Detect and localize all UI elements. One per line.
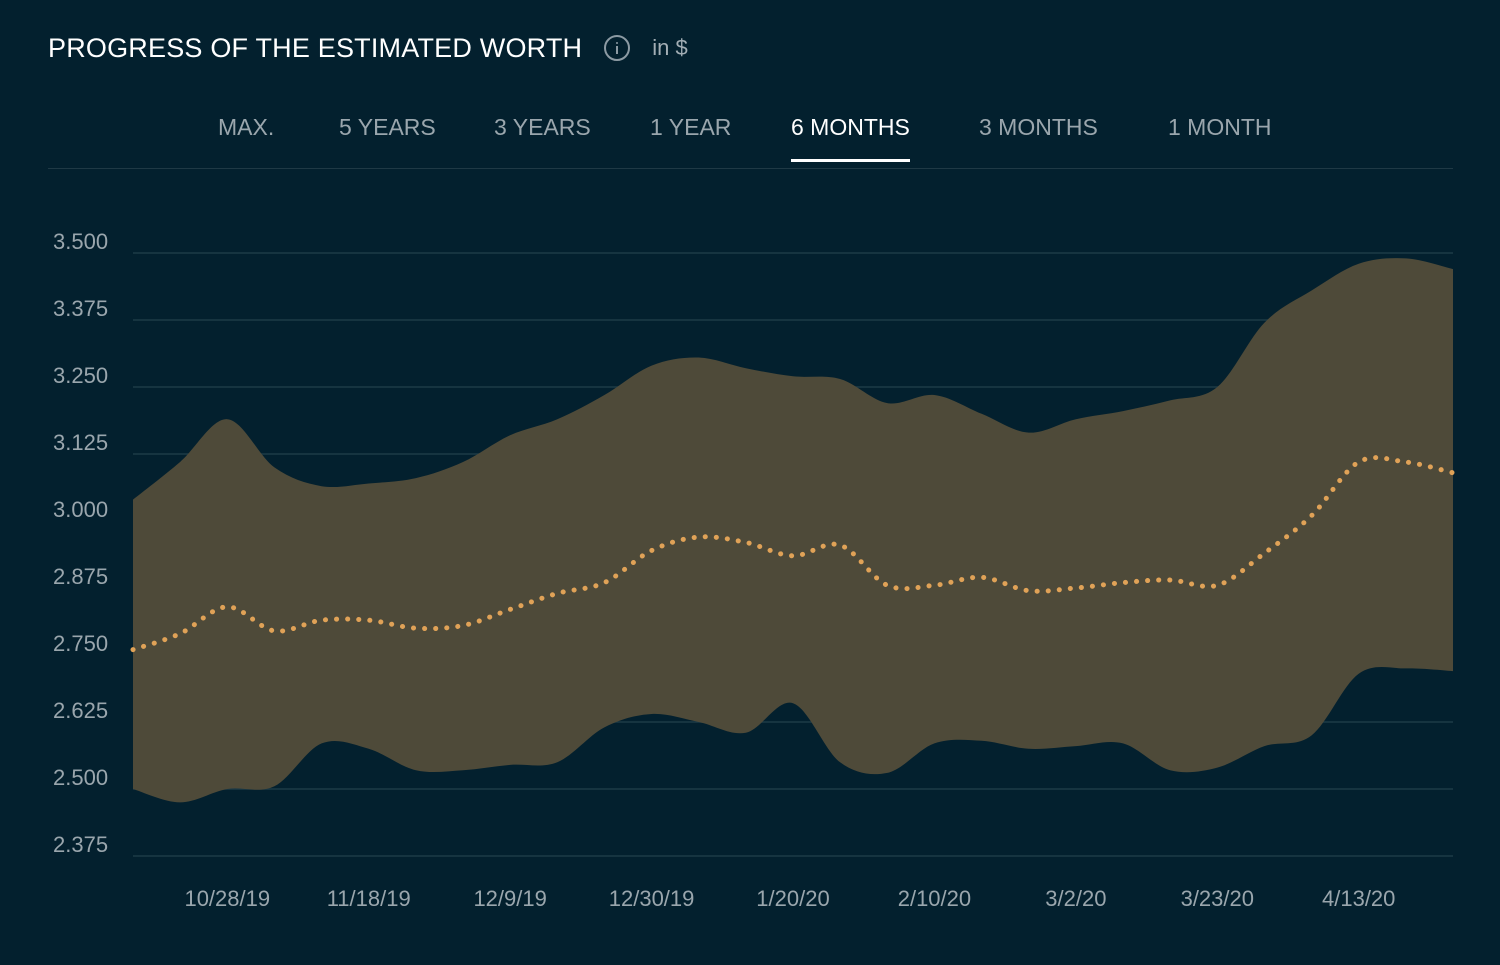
- x-tick-label: 3/23/20: [1181, 886, 1254, 911]
- x-tick-label: 11/18/19: [327, 886, 411, 911]
- x-tick-label: 3/2/20: [1045, 886, 1106, 911]
- x-tick-label: 2/10/20: [898, 886, 971, 911]
- y-axis-ticks: 3.500 3.375 3.250 3.125 3.000 2.875 2.750 2.625…: [53, 229, 108, 857]
- x-axis-ticks: 10/28/19 11/18/19 12/9/19 12/30/19 1/20/20 2/…: [184, 886, 1395, 911]
- time-range-tabs: MAX. 5 YEARS 3 YEARS 1 YEAR 6 MONTHS 3 M…: [0, 100, 1500, 170]
- unit-label: in $: [652, 35, 688, 60]
- y-tick-label: 2.750: [53, 631, 108, 656]
- chart-header: PROGRESS OF THE ESTIMATED WORTH in $: [48, 28, 688, 68]
- info-circle-icon[interactable]: [604, 35, 631, 61]
- y-tick-label: 2.500: [53, 765, 108, 790]
- x-tick-label: 4/13/20: [1322, 886, 1395, 911]
- x-tick-label: 10/28/19: [184, 886, 270, 911]
- median-estimate-line: [130, 455, 1456, 653]
- x-tick-label: 1/20/20: [756, 886, 829, 911]
- tab-5-years[interactable]: 5 YEARS: [339, 114, 436, 140]
- y-tick-label: 3.250: [53, 363, 108, 388]
- y-tick-label: 3.500: [53, 229, 108, 254]
- y-tick-label: 2.375: [53, 832, 108, 857]
- tab-1-month[interactable]: 1 MONTH: [1168, 114, 1272, 140]
- y-tick-label: 3.125: [53, 430, 108, 455]
- chart-title: PROGRESS OF THE ESTIMATED WORTH: [48, 32, 583, 63]
- tab-max[interactable]: MAX.: [218, 114, 275, 140]
- tabs-divider: [48, 168, 1453, 169]
- y-tick-label: 2.625: [53, 698, 108, 723]
- tab-6-months[interactable]: 6 MONTHS: [791, 114, 910, 162]
- y-tick-label: 3.000: [53, 497, 108, 522]
- estimate-range-band: [133, 258, 1453, 803]
- tab-1-year[interactable]: 1 YEAR: [650, 114, 732, 140]
- x-tick-label: 12/9/19: [473, 886, 546, 911]
- x-tick-label: 12/30/19: [609, 886, 695, 911]
- y-tick-label: 2.875: [53, 564, 108, 589]
- tab-3-months[interactable]: 3 MONTHS: [979, 114, 1098, 140]
- tab-3-years[interactable]: 3 YEARS: [494, 114, 591, 140]
- y-tick-label: 3.375: [53, 296, 108, 321]
